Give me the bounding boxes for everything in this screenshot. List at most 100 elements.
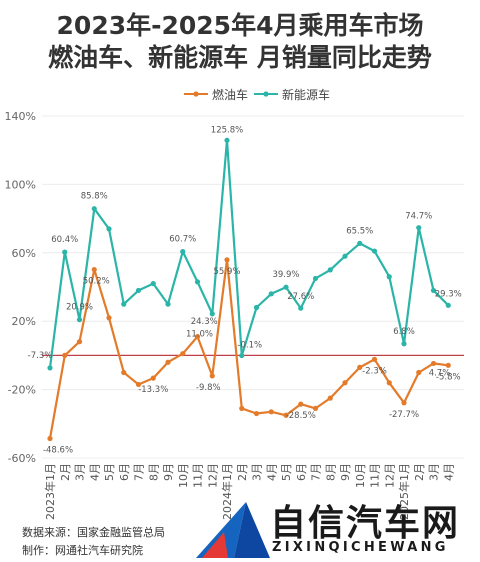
series-line-fuel	[48, 258, 449, 439]
x-tick-label: 9月	[162, 463, 175, 481]
footer-source: 数据来源：国家金融监管总局	[22, 526, 165, 539]
data-label-nev: 29.3%	[435, 289, 462, 299]
data-label-nev: -7.3%	[28, 351, 53, 361]
data-point-nev	[445, 302, 451, 308]
data-point-nev	[106, 226, 112, 232]
data-label-nev: 74.7%	[405, 212, 432, 222]
data-point-nev	[121, 301, 127, 307]
x-tick-label: 7月	[310, 463, 323, 481]
data-point-fuel	[91, 266, 97, 273]
data-point-fuel	[298, 401, 304, 407]
data-point-nev	[135, 287, 142, 294]
legend-nev-label: 新能源车	[282, 88, 331, 102]
data-point-nev	[253, 304, 260, 311]
data-point-nev	[239, 352, 245, 359]
data-label-fuel: 11.0%	[186, 330, 213, 340]
data-point-nev	[283, 284, 289, 290]
x-tick-label: 2023年1月	[43, 463, 57, 520]
data-label-nev: 85.8%	[81, 192, 108, 202]
x-tick-label: 11月	[369, 463, 382, 488]
x-tick-label: 10月	[354, 463, 367, 488]
data-label-fuel: -48.6%	[43, 446, 73, 456]
data-point-fuel	[327, 395, 333, 401]
data-point-fuel	[47, 435, 53, 442]
data-point-nev	[327, 267, 333, 273]
data-label-nev: 65.5%	[346, 226, 373, 236]
data-point-fuel	[386, 380, 392, 386]
x-tick-label: 8月	[324, 463, 337, 481]
data-label-fuel: -27.7%	[389, 410, 419, 420]
data-point-fuel	[224, 257, 230, 263]
data-label-fuel: 4.7%	[429, 368, 451, 378]
data-point-nev	[165, 301, 171, 307]
legend-nev-marker-icon	[254, 91, 278, 97]
data-point-nev	[430, 287, 437, 294]
data-point-nev	[194, 279, 201, 285]
data-point-nev	[342, 253, 348, 259]
footer-producer: 制作：网通社汽车研究院	[22, 544, 143, 557]
data-label-nev: 125.8%	[211, 125, 243, 135]
chart-title-line2: 燃油车、新能源车 月销量同比走势	[48, 43, 432, 72]
data-point-nev	[47, 365, 53, 371]
logo-mark-icon	[196, 502, 270, 558]
data-label-nev: -0.1%	[237, 341, 262, 351]
data-point-fuel	[135, 381, 142, 388]
y-tick-label: 20%	[12, 315, 36, 328]
data-label-nev: 60.7%	[169, 235, 196, 245]
data-point-nev	[62, 249, 68, 255]
data-point-nev	[180, 249, 186, 255]
legend-fuel-marker-icon	[184, 91, 208, 97]
data-point-fuel	[150, 375, 156, 381]
x-tick-label: 11月	[192, 463, 205, 488]
data-point-nev	[401, 341, 407, 347]
x-tick-label: 4月	[442, 463, 455, 481]
chart-legend: 燃油车 新能源车	[0, 85, 480, 103]
x-tick-label: 2024年1月	[220, 463, 234, 520]
y-tick-label: 140%	[5, 110, 36, 123]
data-label-nev: 24.3%	[191, 317, 218, 327]
data-point-fuel	[401, 400, 407, 406]
x-tick-label: 7月	[133, 463, 146, 481]
data-point-nev	[312, 275, 319, 282]
x-tick-label: 3月	[74, 463, 87, 481]
data-point-fuel	[342, 380, 348, 386]
y-tick-label: -60%	[8, 452, 36, 465]
line-chart: -60%-20%20%60%100%140%2023年1月 2月 3月 4月 5月 6月 7…	[5, 110, 464, 520]
data-point-fuel	[268, 409, 274, 415]
data-point-nev	[209, 311, 215, 317]
x-tick-label: 6月	[295, 463, 308, 481]
data-point-fuel	[209, 373, 215, 379]
data-label-fuel: -5.8%	[436, 372, 461, 382]
legend-fuel-label: 燃油车	[212, 88, 249, 102]
data-label-nev: 27.6%	[287, 292, 314, 302]
x-tick-label: 12月	[383, 463, 396, 488]
data-point-fuel	[194, 333, 201, 340]
x-tick-label: 5月	[280, 463, 293, 481]
logo-sub-text: ZIXINQICHEWANG	[272, 540, 449, 555]
x-tick-label: 8月	[147, 463, 160, 481]
data-point-fuel	[76, 339, 83, 345]
x-tick-label: 2月	[59, 463, 72, 481]
data-label-fuel: -2.3%	[362, 366, 387, 376]
x-tick-label: 4月	[265, 463, 278, 481]
data-point-fuel	[357, 364, 363, 370]
data-point-fuel	[180, 351, 186, 357]
data-label-fuel: -13.3%	[138, 385, 168, 395]
x-tick-label: 2月	[413, 463, 426, 481]
y-tick-label: 60%	[12, 247, 36, 260]
data-point-fuel	[416, 369, 422, 376]
data-point-nev	[386, 274, 392, 280]
data-point-fuel	[283, 412, 289, 418]
x-tick-label: 5月	[103, 463, 116, 481]
data-point-fuel	[106, 315, 112, 321]
x-tick-label: 2月	[236, 463, 249, 481]
x-tick-label: 2025年1月	[397, 463, 411, 520]
x-tick-label: 10月	[177, 463, 190, 488]
x-tick-label: 12月	[206, 463, 219, 488]
logo-main-text: 自信汽车网	[270, 503, 461, 544]
data-label-nev: 6.8%	[393, 327, 415, 337]
data-label-fuel: 50.2%	[83, 277, 110, 287]
data-point-fuel	[121, 369, 127, 376]
data-label-nev: 39.9%	[272, 270, 299, 280]
data-point-fuel	[62, 352, 68, 358]
